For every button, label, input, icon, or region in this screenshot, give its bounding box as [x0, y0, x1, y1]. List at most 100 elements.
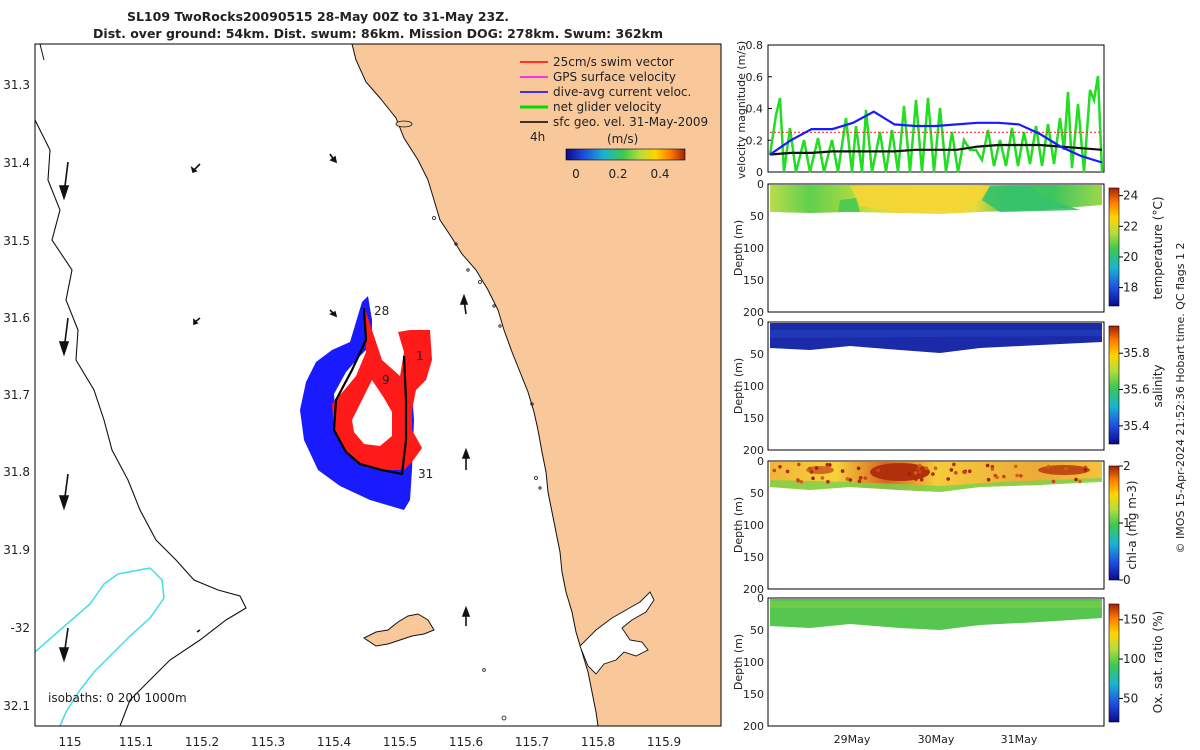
oxygen-depth-tick-2: 100: [743, 656, 764, 669]
velocity-ytick-2: 0.4: [746, 103, 764, 116]
map-xtick-8: 115.8: [581, 735, 615, 749]
oxygen-cbar-tick-0: 50: [1123, 691, 1138, 705]
map-x-axis: 115 115.1 115.2 115.3 115.4 115.5 115.6 …: [59, 735, 682, 749]
map-xtick-0: 115: [59, 735, 82, 749]
day-label-1: 1: [416, 349, 424, 363]
temperature-depth-tick-4: 200: [743, 306, 764, 319]
salinity-colorbar: [1108, 325, 1120, 445]
colorbar-tick-2: 0.4: [650, 167, 669, 181]
chl-sample: [814, 466, 819, 470]
velocity-ytick-0: 0: [756, 166, 763, 179]
chlorophyll-cbar-label: chl-a (mg m-3): [1125, 480, 1139, 569]
temperature-cbar-tick-0: 18: [1123, 281, 1138, 295]
chl-sample: [918, 470, 922, 474]
chl-sample: [825, 462, 830, 467]
chl-sample: [885, 468, 890, 473]
map-panel: 28 1 9 31 25cm/s swim vector GPS surface…: [3, 43, 722, 749]
chl-sample: [946, 477, 950, 481]
temperature-depth-tick-1: 50: [750, 210, 764, 223]
footer-credit: © IMOS 15-Apr-2024 21:52:36 Hobart time.…: [1174, 243, 1187, 554]
oxygen-ylabel: Depth (m): [732, 634, 745, 690]
salinity-cbar-ticks: 35.4 35.6 35.8: [1119, 346, 1150, 433]
temperature-cool-tongue: [982, 186, 1080, 212]
series-sfc-geo-vel: [769, 143, 1103, 156]
map-y-axis: 31.3 31.4 31.5 31.6 31.7 31.8 31.9 -32 3…: [3, 78, 30, 713]
map-ytick-2: 31.5: [3, 234, 30, 248]
oxygen-depth-tick-0: 0: [757, 592, 764, 605]
chlorophyll-cbar-tick-0: 0: [1123, 573, 1131, 587]
map-ytick-5: 31.8: [3, 465, 30, 479]
map-frame: [34, 43, 722, 727]
chl-sample: [840, 469, 845, 473]
temperature-green-patch: [838, 198, 860, 212]
isobaths-label: isobaths: 0 200 1000m: [48, 691, 187, 705]
rocks: [432, 216, 542, 721]
salinity-depth-tick-4: 200: [743, 444, 764, 457]
map-ytick-6: 31.9: [3, 543, 30, 557]
island: [363, 613, 435, 647]
islet: [395, 120, 413, 128]
chl-sample: [985, 463, 990, 468]
chlorophyll-cbar-ticks: 0 1 2: [1119, 459, 1131, 587]
chlorophyll-depth-tick-1: 50: [750, 487, 764, 500]
chlorophyll-panel: 0 50 100 150 200 Depth (m) chl-a (mg m-3) 0 1…: [732, 455, 1139, 596]
temperature-depth-tick-3: 150: [743, 274, 764, 287]
chlorophyll-colorbar: [1108, 465, 1120, 581]
chl-sample: [924, 466, 929, 471]
figure-title-line2: Dist. over ground: 54km. Dist. swum: 86k…: [93, 26, 663, 41]
colorbar-label: (m/s): [607, 132, 638, 146]
temperature-warm-core: [850, 186, 990, 213]
oxygen-cbar-ticks: 50 100 150: [1119, 613, 1146, 705]
chl-sample: [785, 469, 790, 474]
temperature-cbar-tick-1: 20: [1123, 250, 1138, 264]
oxygen-panel: 0 50 100 150 200 Depth (m) Ox. sat. ratio (%…: [732, 592, 1165, 746]
chlorophyll-depth-tick-0: 0: [757, 455, 764, 468]
chl-sample: [990, 467, 995, 471]
chl-sample: [995, 475, 999, 480]
chl-sample: [933, 466, 938, 471]
oxygen-depth-tick-4: 200: [743, 720, 764, 733]
map-xtick-4: 115.4: [317, 735, 351, 749]
legend-current: dive-avg current veloc.: [553, 85, 691, 99]
time-xtick-1: 30May: [918, 733, 955, 746]
oxygen-depth-tick-1: 50: [750, 624, 764, 637]
glider-path: [332, 307, 408, 476]
salinity-ylabel: Depth (m): [732, 358, 745, 414]
colorbar-tick-0: 0: [572, 167, 580, 181]
temperature-depth-tick-0: 0: [757, 178, 764, 191]
chl-sample: [1064, 467, 1068, 471]
glider-track-gap: [352, 380, 392, 446]
temperature-cbar-tick-3: 24: [1123, 189, 1138, 203]
chl-sample: [799, 480, 804, 484]
temperature-cbar-ticks: 18 20 22 24: [1119, 189, 1138, 295]
chlorophyll-bottom-green: [770, 478, 1102, 492]
chl-sample: [796, 478, 800, 483]
temperature-cbar-tick-2: 22: [1123, 219, 1138, 233]
chl-sample: [954, 471, 958, 475]
chl-sample: [863, 476, 868, 480]
series-dive-avg-current-veloc: [769, 110, 1103, 164]
chlorophyll-depth-tick-4: 200: [743, 583, 764, 596]
chl-sample: [949, 468, 954, 472]
map-xtick-1: 115.1: [119, 735, 153, 749]
salinity-cbar-tick-1: 35.6: [1123, 383, 1150, 397]
map-ytick-3: 31.6: [3, 311, 30, 325]
chl-sample: [914, 477, 918, 481]
chlorophyll-cbar-tick-1: 1: [1123, 516, 1131, 530]
chl-sample: [857, 479, 862, 484]
velocity-series: [769, 110, 1103, 164]
day-label-28: 28: [374, 304, 389, 318]
chl-sample: [772, 468, 777, 473]
chl-sample: [986, 477, 991, 482]
day-label-31: 31: [418, 467, 433, 481]
chlorophyll-patch-2: [1038, 465, 1090, 475]
chlorophyll-cbar-tick-2: 2: [1123, 459, 1131, 473]
map-xtick-9: 115.9: [647, 735, 681, 749]
estuary: [579, 591, 655, 675]
legend-sfc: sfc geo. vel. 31-May-2009: [553, 115, 708, 129]
oxygen-depth-ticks: 0 50 100 150 200: [743, 592, 764, 733]
temperature-ylabel: Depth (m): [732, 220, 745, 276]
colorbar-tick-1: 0.2: [608, 167, 627, 181]
